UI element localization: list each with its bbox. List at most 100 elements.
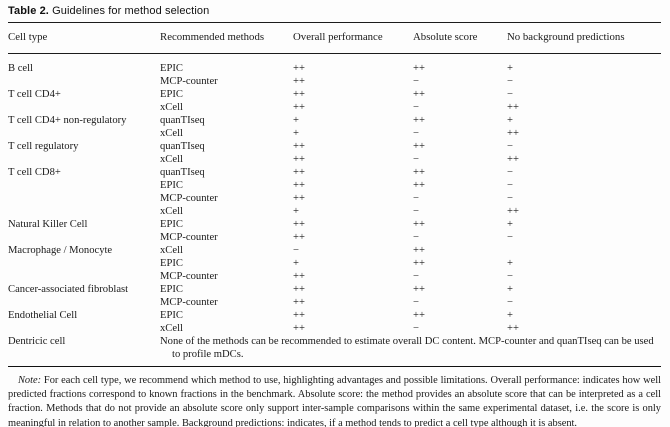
- table-row: MCP-counter ++ − −: [8, 231, 661, 244]
- column-header-overall-performance: Overall performance: [293, 22, 413, 54]
- cell-type-cell: T cell CD4+ non-regulatory: [8, 115, 127, 126]
- method-cell: EPIC: [160, 310, 183, 321]
- table-row: T cell CD4+ non-regulatory quanTIseq + ++ +: [8, 114, 661, 127]
- background-predictions-cell: −: [507, 180, 513, 191]
- table-header-row: Cell type Recommended methods Overall pe…: [8, 22, 661, 54]
- absolute-score-cell: ++: [413, 63, 425, 74]
- cell-type-cell: [8, 257, 160, 270]
- overall-performance-cell: ++: [293, 180, 305, 191]
- cell-type-cell: [8, 296, 160, 309]
- method-cell: quanTIseq: [160, 115, 205, 126]
- cell-type-cell: [8, 231, 160, 244]
- background-predictions-cell: −: [507, 76, 513, 87]
- method-cell: EPIC: [160, 63, 183, 74]
- method-cell: quanTIseq: [160, 167, 205, 178]
- cell-type-cell: [8, 127, 160, 140]
- overall-performance-cell: ++: [293, 232, 305, 243]
- table-row: xCell ++ − ++: [8, 322, 661, 335]
- method-selection-table: Cell type Recommended methods Overall pe…: [8, 22, 661, 367]
- overall-performance-cell: +: [293, 206, 299, 217]
- method-cell: EPIC: [160, 219, 183, 230]
- absolute-score-cell: −: [413, 154, 419, 165]
- table-row: xCell ++ − ++: [8, 153, 661, 166]
- overall-performance-cell: ++: [293, 76, 305, 87]
- cell-type-cell: Dentricic cell: [8, 336, 66, 347]
- background-predictions-cell: +: [507, 310, 513, 321]
- table-row: xCell + − ++: [8, 127, 661, 140]
- cell-type-cell: Natural Killer Cell: [8, 219, 88, 230]
- absolute-score-cell: −: [413, 193, 419, 204]
- cell-type-cell: T cell CD4+: [8, 89, 61, 100]
- table-row: Natural Killer Cell EPIC ++ ++ +: [8, 218, 661, 231]
- overall-performance-cell: +: [293, 128, 299, 139]
- overall-performance-cell: ++: [293, 102, 305, 113]
- absolute-score-cell: −: [413, 323, 419, 334]
- table-row: MCP-counter ++ − −: [8, 270, 661, 283]
- background-predictions-cell: +: [507, 284, 513, 295]
- cell-type-cell: [8, 270, 160, 283]
- overall-performance-cell: ++: [293, 63, 305, 74]
- table-row: T cell CD4+ EPIC ++ ++ −: [8, 88, 661, 101]
- overall-performance-cell: ++: [293, 167, 305, 178]
- method-cell: xCell: [160, 128, 183, 139]
- table-row: EPIC ++ ++ −: [8, 179, 661, 192]
- table-caption-text: Guidelines for method selection: [52, 5, 210, 17]
- absolute-score-cell: ++: [413, 141, 425, 152]
- method-cell: quanTIseq: [160, 141, 205, 152]
- cell-type-cell: T cell CD8+: [8, 167, 61, 178]
- background-predictions-cell: −: [507, 167, 513, 178]
- background-predictions-cell: [507, 244, 661, 257]
- absolute-score-cell: −: [413, 102, 419, 113]
- overall-performance-cell: ++: [293, 141, 305, 152]
- absolute-score-cell: ++: [413, 310, 425, 321]
- background-predictions-cell: +: [507, 258, 513, 269]
- method-cell: MCP-counter: [160, 271, 218, 282]
- overall-performance-cell: ++: [293, 323, 305, 334]
- cell-type-cell: T cell regulatory: [8, 141, 79, 152]
- method-cell: xCell: [160, 323, 183, 334]
- table-header: Cell type Recommended methods Overall pe…: [8, 22, 661, 54]
- cell-type-cell: [8, 153, 160, 166]
- background-predictions-cell: ++: [507, 206, 519, 217]
- absolute-score-cell: −: [413, 271, 419, 282]
- cell-type-cell: B cell: [8, 63, 34, 74]
- overall-performance-cell: ++: [293, 89, 305, 100]
- note-text: For each cell type, we recommend which m…: [8, 375, 661, 427]
- absolute-score-cell: −: [413, 76, 419, 87]
- table-caption-label: Table 2.: [8, 5, 49, 17]
- cell-type-cell: [8, 205, 160, 218]
- table-row: T cell regulatory quanTIseq ++ ++ −: [8, 140, 661, 153]
- background-predictions-cell: −: [507, 232, 513, 243]
- method-cell: MCP-counter: [160, 232, 218, 243]
- absolute-score-cell: ++: [413, 284, 425, 295]
- background-predictions-cell: −: [507, 297, 513, 308]
- cell-type-cell: [8, 75, 160, 88]
- table-row: B cell EPIC ++ ++ +: [8, 54, 661, 76]
- method-cell: MCP-counter: [160, 76, 218, 87]
- method-cell: xCell: [160, 102, 183, 113]
- cell-type-cell: [8, 179, 160, 192]
- cell-type-cell: Endothelial Cell: [8, 310, 78, 321]
- table-row: T cell CD8+ quanTIseq ++ ++ −: [8, 166, 661, 179]
- absolute-score-cell: ++: [413, 258, 425, 269]
- table-row: MCP-counter ++ − −: [8, 75, 661, 88]
- table-row: Dentricic cell None of the methods can be…: [8, 335, 661, 367]
- overall-performance-cell: ++: [293, 284, 305, 295]
- method-cell: MCP-counter: [160, 297, 218, 308]
- method-cell: EPIC: [160, 258, 183, 269]
- column-header-absolute-score: Absolute score: [413, 22, 507, 54]
- absolute-score-cell: ++: [413, 245, 425, 256]
- cell-type-cell: Cancer-associated fibroblast: [8, 284, 129, 295]
- background-predictions-cell: +: [507, 115, 513, 126]
- background-predictions-cell: +: [507, 219, 513, 230]
- absolute-score-cell: ++: [413, 167, 425, 178]
- background-predictions-cell: ++: [507, 102, 519, 113]
- table-row: MCP-counter ++ − −: [8, 192, 661, 205]
- absolute-score-cell: −: [413, 206, 419, 217]
- absolute-score-cell: ++: [413, 219, 425, 230]
- absolute-score-cell: ++: [413, 115, 425, 126]
- table-row: xCell ++ − ++: [8, 101, 661, 114]
- overall-performance-cell: ++: [293, 297, 305, 308]
- background-predictions-cell: −: [507, 271, 513, 282]
